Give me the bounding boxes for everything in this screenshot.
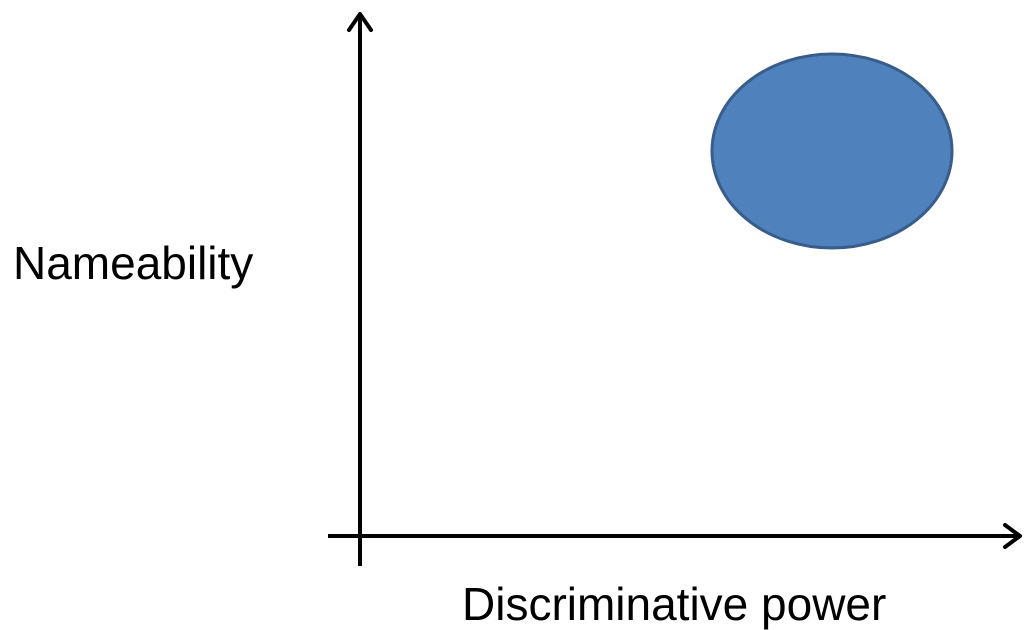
y-axis-label: Nameability <box>13 237 253 289</box>
x-axis-label: Discriminative power <box>462 578 886 630</box>
y-axis-arrowhead <box>347 12 373 32</box>
x-axis-arrowhead <box>1003 523 1022 549</box>
target-region-ellipse <box>710 52 954 250</box>
